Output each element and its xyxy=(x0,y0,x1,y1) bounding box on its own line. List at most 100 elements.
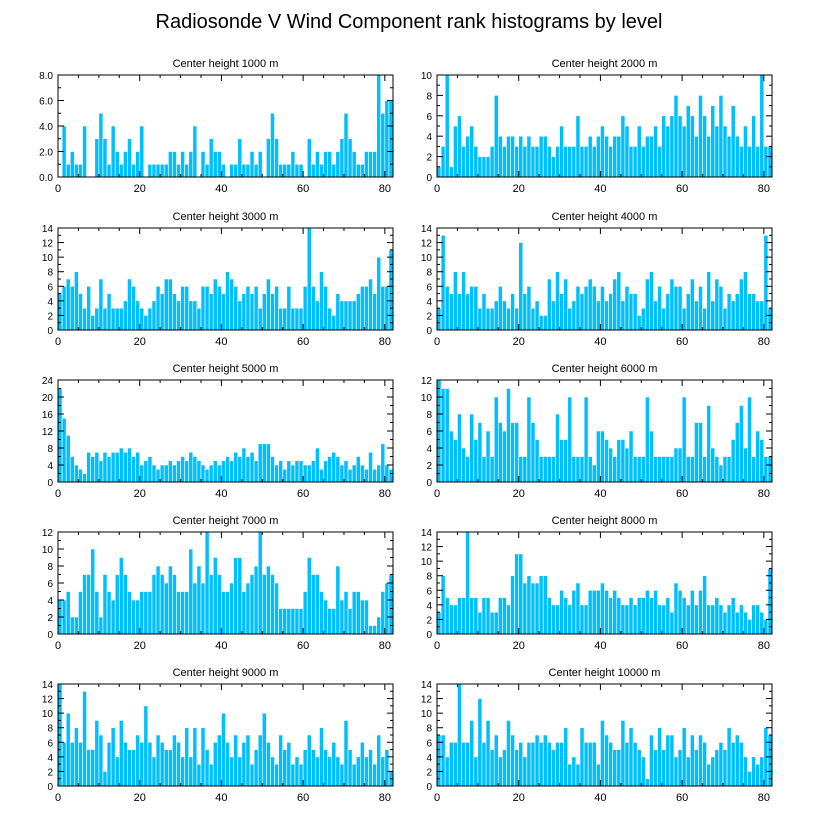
chart-panel: Center height 7000 m 0 20 40 60 80 0 2 4 6 8 10 12 xyxy=(42,515,394,652)
histogram-bar xyxy=(168,460,173,483)
chart-panel: Center height 1000 m 0 20 40 60 80 0.0 2.0 4.0 6.… xyxy=(39,58,394,195)
y-tick-label: 12 xyxy=(421,376,433,387)
histogram-bar xyxy=(453,271,458,331)
histogram-bar xyxy=(355,293,361,331)
histogram-bar xyxy=(151,464,157,483)
histogram-bar xyxy=(302,285,308,331)
histogram-bar xyxy=(163,582,169,635)
histogram-bar xyxy=(360,599,365,635)
histogram-bar xyxy=(555,271,560,331)
histogram-bar xyxy=(547,741,552,787)
histogram-bar xyxy=(135,734,141,787)
histogram-bar xyxy=(640,456,646,483)
y-tick-label: 4 xyxy=(47,596,53,607)
histogram-bar xyxy=(163,749,169,787)
histogram-bar xyxy=(628,727,634,787)
histogram-bar xyxy=(587,278,593,331)
y-tick-label: 12 xyxy=(421,695,433,706)
histogram-bar xyxy=(225,456,230,483)
histogram-bar xyxy=(685,105,691,178)
histogram-bar xyxy=(628,293,634,331)
histogram-bar xyxy=(636,597,642,635)
x-tick-label: 80 xyxy=(758,792,770,804)
x-tick-label: 0 xyxy=(434,336,440,348)
histogram-bar xyxy=(221,163,226,178)
histogram-bar xyxy=(506,604,511,635)
histogram-bar xyxy=(689,734,695,787)
histogram-bar xyxy=(331,451,337,483)
histogram-bar xyxy=(551,749,556,787)
histogram-bar xyxy=(649,430,654,483)
histogram-bar xyxy=(694,749,699,787)
histogram-bar xyxy=(335,756,341,787)
histogram-bar xyxy=(665,125,671,178)
histogram-bar xyxy=(469,413,475,483)
histogram-bar xyxy=(555,146,560,178)
panel-title: Center height 1000 m xyxy=(173,58,279,70)
histogram-bar xyxy=(212,741,218,787)
histogram-bar xyxy=(376,464,382,483)
histogram-bar xyxy=(368,151,373,178)
histogram-bar xyxy=(694,604,699,635)
histogram-bar xyxy=(188,548,194,635)
y-tick-label: 0 xyxy=(426,173,432,184)
y-tick-label: 6 xyxy=(47,579,53,590)
histogram-bar xyxy=(123,300,128,331)
histogram-bar xyxy=(673,285,679,331)
histogram-bar xyxy=(282,608,288,635)
histogram-bar xyxy=(323,599,328,635)
histogram-bar xyxy=(131,749,136,787)
histogram-bar xyxy=(583,146,589,178)
histogram-bar xyxy=(681,597,687,635)
histogram-bar xyxy=(135,300,141,331)
histogram-bar xyxy=(767,456,773,483)
y-tick-label: 12 xyxy=(42,695,54,706)
histogram-bar xyxy=(188,756,194,787)
histogram-bar xyxy=(628,597,634,635)
histogram-bar xyxy=(453,741,458,787)
histogram-bar xyxy=(530,422,536,483)
histogram-bar xyxy=(457,115,462,178)
histogram-bar xyxy=(319,271,324,331)
histogram-bar xyxy=(497,135,503,178)
y-tick-label: 6 xyxy=(426,738,432,749)
histogram-bar xyxy=(575,582,581,635)
histogram-bar xyxy=(497,597,503,635)
histogram-bar xyxy=(302,464,308,483)
histogram-bar xyxy=(360,285,365,331)
x-tick-label: 60 xyxy=(297,792,309,804)
histogram-bar xyxy=(168,749,173,787)
histogram-bar xyxy=(86,451,91,483)
histogram-bar xyxy=(755,300,761,331)
histogram-bar xyxy=(730,741,736,787)
histogram-bar xyxy=(518,456,524,483)
y-tick-label: 10 xyxy=(421,71,433,82)
histogram-bar xyxy=(620,300,626,331)
histogram-bar xyxy=(147,591,153,635)
y-tick-label: 0 xyxy=(426,326,432,337)
x-tick-label: 60 xyxy=(676,183,688,195)
figure-title: Radiosonde V Wind Component rank histogr… xyxy=(156,11,663,33)
histogram-bar xyxy=(522,582,528,635)
histogram-bar xyxy=(360,464,365,483)
histogram-bar xyxy=(266,138,271,178)
histogram-bar xyxy=(714,749,720,787)
histogram-bar xyxy=(155,468,161,483)
histogram-bar xyxy=(461,146,466,178)
histogram-bar xyxy=(339,763,345,787)
histogram-bar xyxy=(726,293,732,331)
histogram-bar xyxy=(159,293,165,331)
histogram-bar xyxy=(221,460,226,483)
histogram-bar xyxy=(448,293,454,331)
panels-group: Center height 1000 m0 20 40 60 800.02.04.06.… xyxy=(39,58,773,804)
histogram-bar xyxy=(229,278,234,331)
histogram-bar xyxy=(616,597,622,635)
histogram-bar xyxy=(587,589,593,635)
x-tick-label: 60 xyxy=(297,183,309,195)
histogram-bar xyxy=(139,741,145,787)
histogram-bar xyxy=(135,599,141,635)
histogram-bar xyxy=(180,456,185,483)
histogram-bar xyxy=(106,741,112,787)
histogram-bar xyxy=(485,307,491,331)
histogram-bar xyxy=(274,138,279,178)
